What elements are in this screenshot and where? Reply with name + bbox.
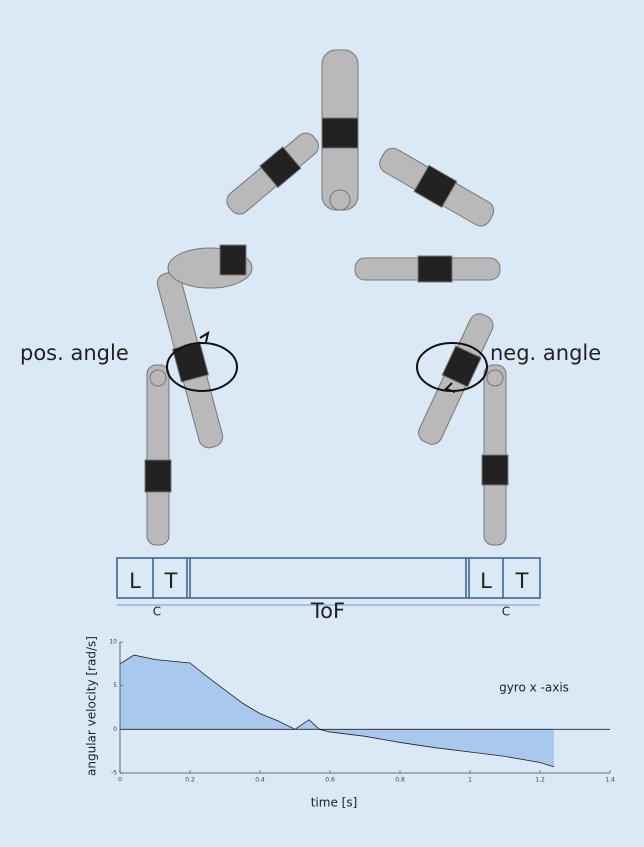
figure-stand-right [482, 365, 508, 545]
phase-label: C [153, 605, 161, 619]
y-tick-label: -5 [111, 770, 117, 777]
figure-stand-left [145, 365, 171, 545]
x-tick-label: 1.2 [535, 777, 545, 784]
phase-label: L [129, 569, 141, 593]
y-tick-label: 5 [113, 682, 117, 689]
y-tick-label: 10 [109, 639, 117, 646]
x-tick-label: 0.2 [185, 777, 195, 784]
x-tick-label: 1 [468, 777, 472, 784]
x-tick-label: 0.4 [255, 777, 265, 784]
y-tick-label: 0 [113, 726, 117, 733]
figure-inverted [322, 50, 358, 210]
phase-label: ToF [310, 599, 345, 623]
x-tick-label: 0 [118, 777, 122, 784]
figure-layout-flat [355, 256, 500, 282]
x-tick-label: 0.6 [325, 777, 335, 784]
y-axis-title: angular velocity [rad/s] [85, 636, 99, 776]
phase-label: L [480, 569, 492, 593]
x-tick-label: 1.4 [605, 777, 615, 784]
phase-label: C [502, 605, 510, 619]
x-axis-title: time [s] [311, 796, 358, 810]
neg-angle-label: neg. angle [490, 341, 601, 365]
pos-angle-label: pos. angle [20, 341, 129, 365]
phase-label: T [164, 569, 178, 593]
annotation: gyro x -axis [499, 681, 569, 695]
x-tick-label: 0.8 [395, 777, 405, 784]
figure: pos. angle neg. angle L T L T C ToF C gy… [0, 0, 644, 847]
phase-label: T [515, 569, 529, 593]
